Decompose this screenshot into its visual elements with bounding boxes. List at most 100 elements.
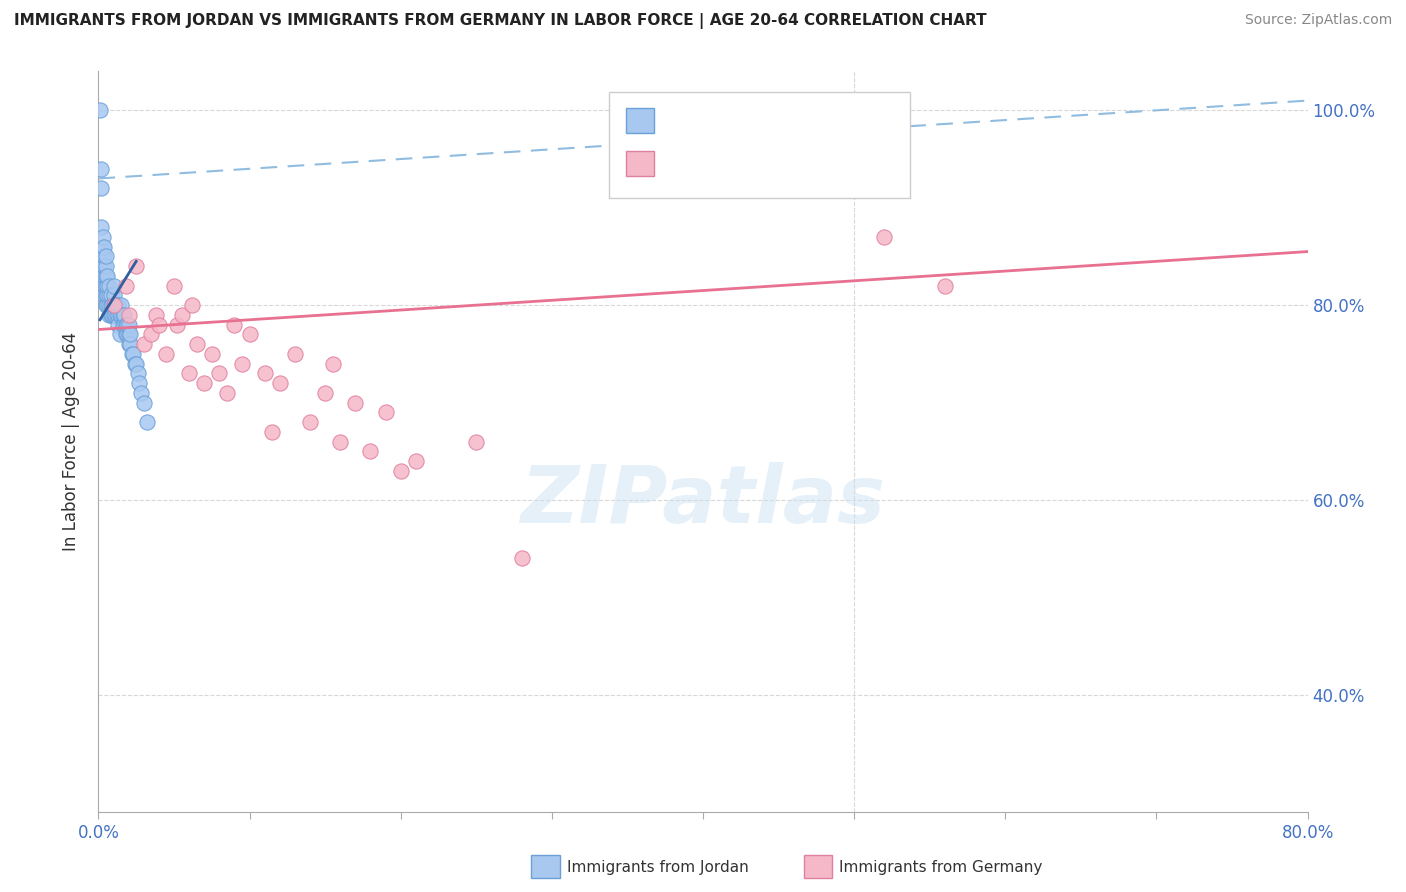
Point <box>94 259 117 273</box>
Point <box>100 308 122 322</box>
Point <box>125 357 148 371</box>
Point <box>90 161 112 176</box>
Point <box>115 327 138 342</box>
Text: Immigrants from Germany: Immigrants from Germany <box>839 860 1043 874</box>
Point <box>108 327 131 342</box>
Text: 71: 71 <box>794 112 820 129</box>
Point <box>104 308 127 322</box>
Point <box>193 376 215 390</box>
Point <box>262 425 284 439</box>
Point <box>120 327 142 342</box>
Point <box>115 318 138 332</box>
Point <box>107 298 129 312</box>
Point <box>91 240 114 254</box>
Point <box>98 278 121 293</box>
Point <box>93 268 115 283</box>
Point <box>104 298 127 312</box>
Point <box>103 308 125 322</box>
Point <box>299 415 322 429</box>
Point <box>127 367 149 381</box>
Point <box>181 298 204 312</box>
Point <box>114 327 136 342</box>
Point <box>94 278 117 293</box>
Point <box>135 415 157 429</box>
Point <box>93 288 115 302</box>
Point <box>201 347 224 361</box>
Point <box>100 288 122 302</box>
Point <box>103 298 125 312</box>
Point <box>96 278 118 293</box>
Point <box>91 250 114 264</box>
Point <box>322 357 344 371</box>
Point <box>239 327 262 342</box>
Text: R =: R = <box>665 154 704 172</box>
Point <box>465 434 488 449</box>
Point <box>284 347 307 361</box>
Point <box>873 230 896 244</box>
Point <box>122 347 145 361</box>
Point <box>124 357 146 371</box>
Point <box>344 395 367 409</box>
Point <box>91 230 114 244</box>
Point <box>93 250 115 264</box>
Point <box>94 298 117 312</box>
Point <box>118 327 141 342</box>
Point <box>105 298 128 312</box>
Point <box>93 240 115 254</box>
Point <box>389 464 412 478</box>
Point <box>148 318 170 332</box>
Text: 39: 39 <box>794 154 820 172</box>
Text: 0.115: 0.115 <box>699 154 755 172</box>
Point <box>96 288 118 302</box>
Text: 0.180: 0.180 <box>699 112 756 129</box>
Point <box>141 327 163 342</box>
Point <box>105 308 128 322</box>
Point <box>111 308 134 322</box>
Text: N =: N = <box>745 154 797 172</box>
Point <box>96 298 118 312</box>
Point <box>374 405 396 419</box>
Point <box>120 337 142 351</box>
Point <box>360 444 382 458</box>
Point <box>125 259 148 273</box>
Point <box>98 298 121 312</box>
Point <box>155 347 177 361</box>
Point <box>94 268 117 283</box>
Point <box>186 337 208 351</box>
Point <box>91 259 114 273</box>
Text: Source: ZipAtlas.com: Source: ZipAtlas.com <box>1244 13 1392 28</box>
Point <box>145 308 167 322</box>
Point <box>179 367 201 381</box>
Point <box>132 337 155 351</box>
Point <box>253 367 276 381</box>
Point <box>94 288 117 302</box>
Text: Immigrants from Jordan: Immigrants from Jordan <box>567 860 748 874</box>
Point <box>91 268 114 283</box>
Point <box>101 308 124 322</box>
Point <box>231 357 253 371</box>
Point <box>110 298 132 312</box>
Point <box>934 278 956 293</box>
Point <box>107 318 129 332</box>
Point <box>96 268 118 283</box>
Point <box>118 308 141 322</box>
Point <box>215 385 238 400</box>
Point <box>121 347 143 361</box>
Point <box>101 298 124 312</box>
Point <box>93 259 115 273</box>
Point <box>112 318 135 332</box>
Point <box>114 278 136 293</box>
Point <box>329 434 352 449</box>
Point <box>112 308 135 322</box>
Point <box>132 395 155 409</box>
Point <box>103 288 125 302</box>
Point <box>107 308 129 322</box>
Point <box>128 376 150 390</box>
Y-axis label: In Labor Force | Age 20-64: In Labor Force | Age 20-64 <box>62 332 80 551</box>
Text: N =: N = <box>745 112 797 129</box>
Point <box>94 250 117 264</box>
Point <box>90 181 112 195</box>
Text: ZIPatlas: ZIPatlas <box>520 462 886 540</box>
Point <box>208 367 231 381</box>
Text: R =: R = <box>665 112 704 129</box>
